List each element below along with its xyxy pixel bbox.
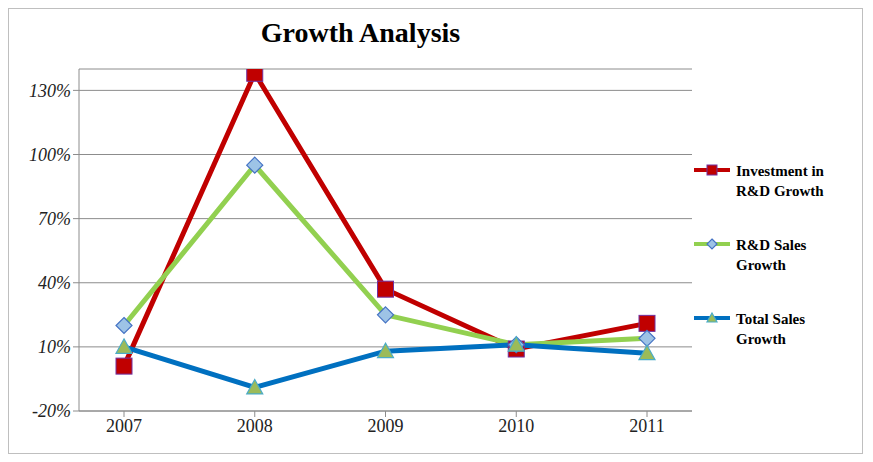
html-text:Total Sales Growth: Total Sales Growth [736,311,805,347]
svg-text:2011: 2011 [629,416,664,436]
html-text:Investment in R&D Growth: Investment in R&D Growth [736,163,824,199]
svg-text:2008: 2008 [237,416,273,436]
svg-text:100%: 100% [29,145,71,165]
svg-text:2010: 2010 [498,416,534,436]
svg-text:2007: 2007 [106,416,142,436]
svg-text:130%: 130% [29,81,71,101]
html-text:R&D Sales Growth: R&D Sales Growth [736,237,807,273]
svg-text:-20%: -20% [32,401,71,421]
svg-text:10%: 10% [38,337,71,357]
svg-text:70%: 70% [38,209,71,229]
svg-text:40%: 40% [38,273,71,293]
html-text:Growth Analysis: Growth Analysis [260,17,461,48]
svg-text:2009: 2009 [368,416,404,436]
